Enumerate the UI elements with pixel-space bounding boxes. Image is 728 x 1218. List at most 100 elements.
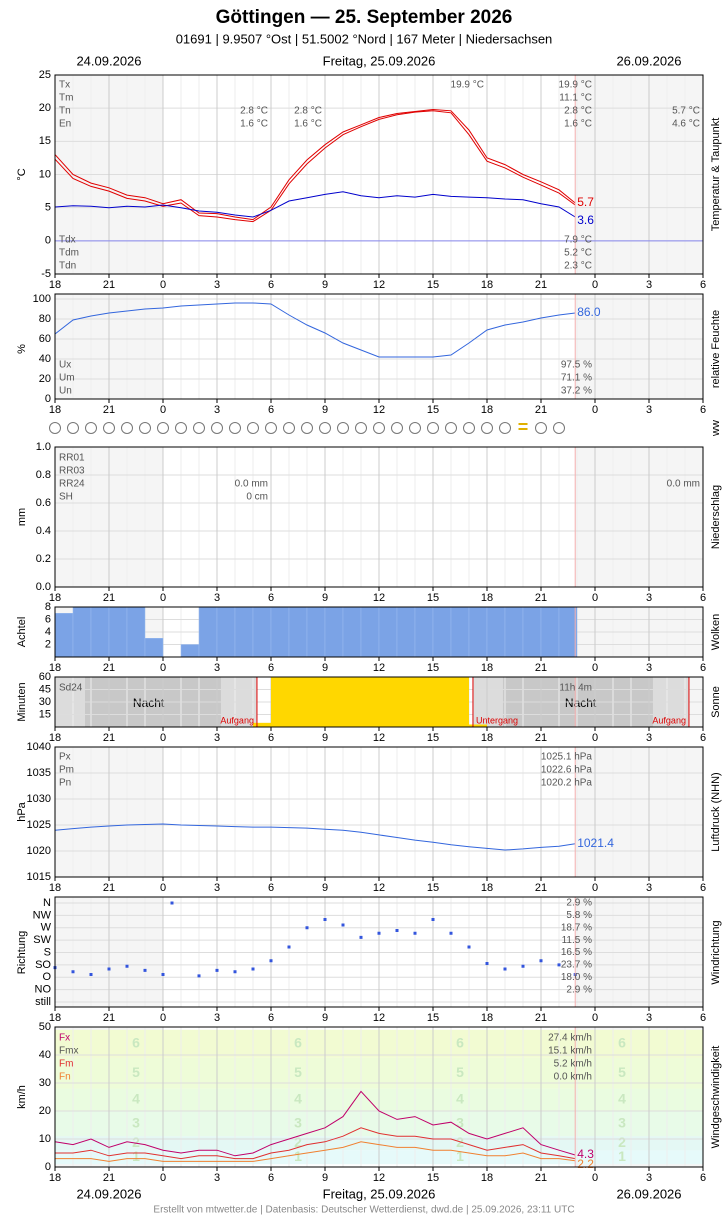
stat-value: 4.6 °C — [672, 119, 700, 130]
x-tick-label: 21 — [535, 404, 547, 416]
x-tick-label: 3 — [646, 1012, 652, 1024]
x-tick-label: 12 — [373, 1172, 385, 1184]
x-tick-label: 6 — [268, 732, 274, 744]
stat-value: 1.6 °C — [564, 119, 592, 130]
future-shade — [575, 294, 703, 399]
side-label: Windgeschwindigkeit — [710, 1046, 722, 1149]
x-tick-label: 6 — [700, 882, 706, 894]
y-tick-label: 30 — [39, 696, 51, 708]
y-tick-label: 1030 — [27, 793, 51, 805]
stat-value: 11.1 °C — [559, 93, 592, 104]
point — [449, 931, 453, 935]
bar — [361, 677, 379, 727]
sunset-label: Untergang — [476, 715, 518, 725]
beaufort-label: 2 — [294, 1134, 302, 1150]
y-tick-label: 20 — [39, 373, 51, 385]
sunrise-label: Aufgang — [652, 715, 686, 725]
y-axis-label: Richtung — [16, 931, 28, 974]
bar — [325, 677, 343, 727]
side-label: Wolken — [710, 614, 722, 650]
x-tick-label: 3 — [214, 279, 220, 291]
x-tick-label: 0 — [160, 662, 166, 674]
y-tick-label: S — [44, 946, 51, 958]
point — [287, 945, 291, 949]
x-tick-label: 3 — [646, 662, 652, 674]
point — [71, 970, 75, 974]
beaufort-label: 1 — [618, 1148, 626, 1164]
beaufort-label: 1 — [132, 1148, 140, 1164]
bar — [90, 606, 110, 658]
line — [54, 108, 576, 221]
bar — [108, 606, 128, 658]
sunrise-label: Aufgang — [220, 715, 254, 725]
side-label: Windrichtung — [710, 920, 722, 984]
x-tick-label: 0 — [160, 592, 166, 604]
ww-symbol — [175, 422, 187, 434]
x-tick-label: 21 — [535, 279, 547, 291]
bar — [451, 677, 469, 727]
stat-label: RR03 — [59, 466, 85, 477]
x-tick-label: 18 — [481, 592, 493, 604]
point — [359, 935, 363, 939]
x-tick-label: 3 — [646, 1172, 652, 1184]
stat-value: 19.9 °C — [451, 80, 484, 91]
side-label: relative Feuchte — [710, 310, 722, 388]
y-tick-label: 1015 — [27, 871, 51, 883]
line — [55, 1141, 576, 1162]
ww-symbol — [265, 422, 277, 434]
x-tick-label: 3 — [214, 1012, 220, 1024]
bar — [307, 677, 325, 727]
frame — [54, 446, 704, 588]
y-axis-label: % — [16, 344, 28, 354]
title: Göttingen — 25. September 2026 — [216, 7, 513, 28]
x-tick-label: 21 — [103, 592, 115, 604]
x-tick-label: 9 — [322, 279, 328, 291]
bar — [72, 606, 92, 658]
line — [55, 1127, 576, 1160]
x-tick-label: 21 — [535, 732, 547, 744]
y-tick-label: 10 — [39, 1133, 51, 1145]
x-tick-label: 0 — [592, 732, 598, 744]
x-tick-label: 15 — [427, 404, 439, 416]
point — [557, 963, 561, 967]
y-tick-label: W — [41, 922, 52, 934]
y-tick-label: 50 — [39, 1021, 51, 1033]
ww-symbol — [445, 422, 457, 434]
x-tick-label: 6 — [268, 1012, 274, 1024]
x-tick-label: 12 — [373, 882, 385, 894]
x-tick-label: 0 — [592, 404, 598, 416]
bar — [433, 677, 451, 727]
bar — [144, 638, 164, 658]
x-tick-label: 15 — [427, 732, 439, 744]
frame — [54, 676, 704, 728]
x-tick-label: 9 — [322, 662, 328, 674]
point — [467, 945, 471, 949]
x-tick-label: 6 — [700, 1172, 706, 1184]
x-tick-label: 21 — [535, 662, 547, 674]
y-tick-label: 0.4 — [36, 525, 51, 537]
stat-label: Fx — [59, 1033, 70, 1044]
x-tick-label: 6 — [268, 404, 274, 416]
ww-symbol — [427, 422, 439, 434]
y-tick-label: 45 — [39, 683, 51, 695]
bar — [342, 606, 362, 658]
x-tick-label: 18 — [481, 882, 493, 894]
line — [54, 302, 576, 358]
point — [305, 926, 309, 930]
y-tick-label: 0.0 — [36, 581, 51, 593]
y-tick-label: 2 — [45, 638, 51, 650]
x-tick-label: 18 — [481, 662, 493, 674]
y-axis-label: °C — [16, 168, 28, 180]
stat-label: Tdm — [59, 248, 79, 259]
bar — [379, 677, 397, 727]
stat-label: Tdn — [59, 261, 76, 272]
x-tick-label: 3 — [646, 882, 652, 894]
x-tick-label: 18 — [49, 404, 61, 416]
point — [341, 923, 345, 927]
side-label: Sonne — [710, 686, 722, 718]
x-tick-label: 15 — [427, 279, 439, 291]
stat-label: Un — [59, 386, 72, 397]
stat-label: Tm — [59, 93, 73, 104]
point — [413, 931, 417, 935]
night-label: Nacht — [133, 696, 165, 710]
